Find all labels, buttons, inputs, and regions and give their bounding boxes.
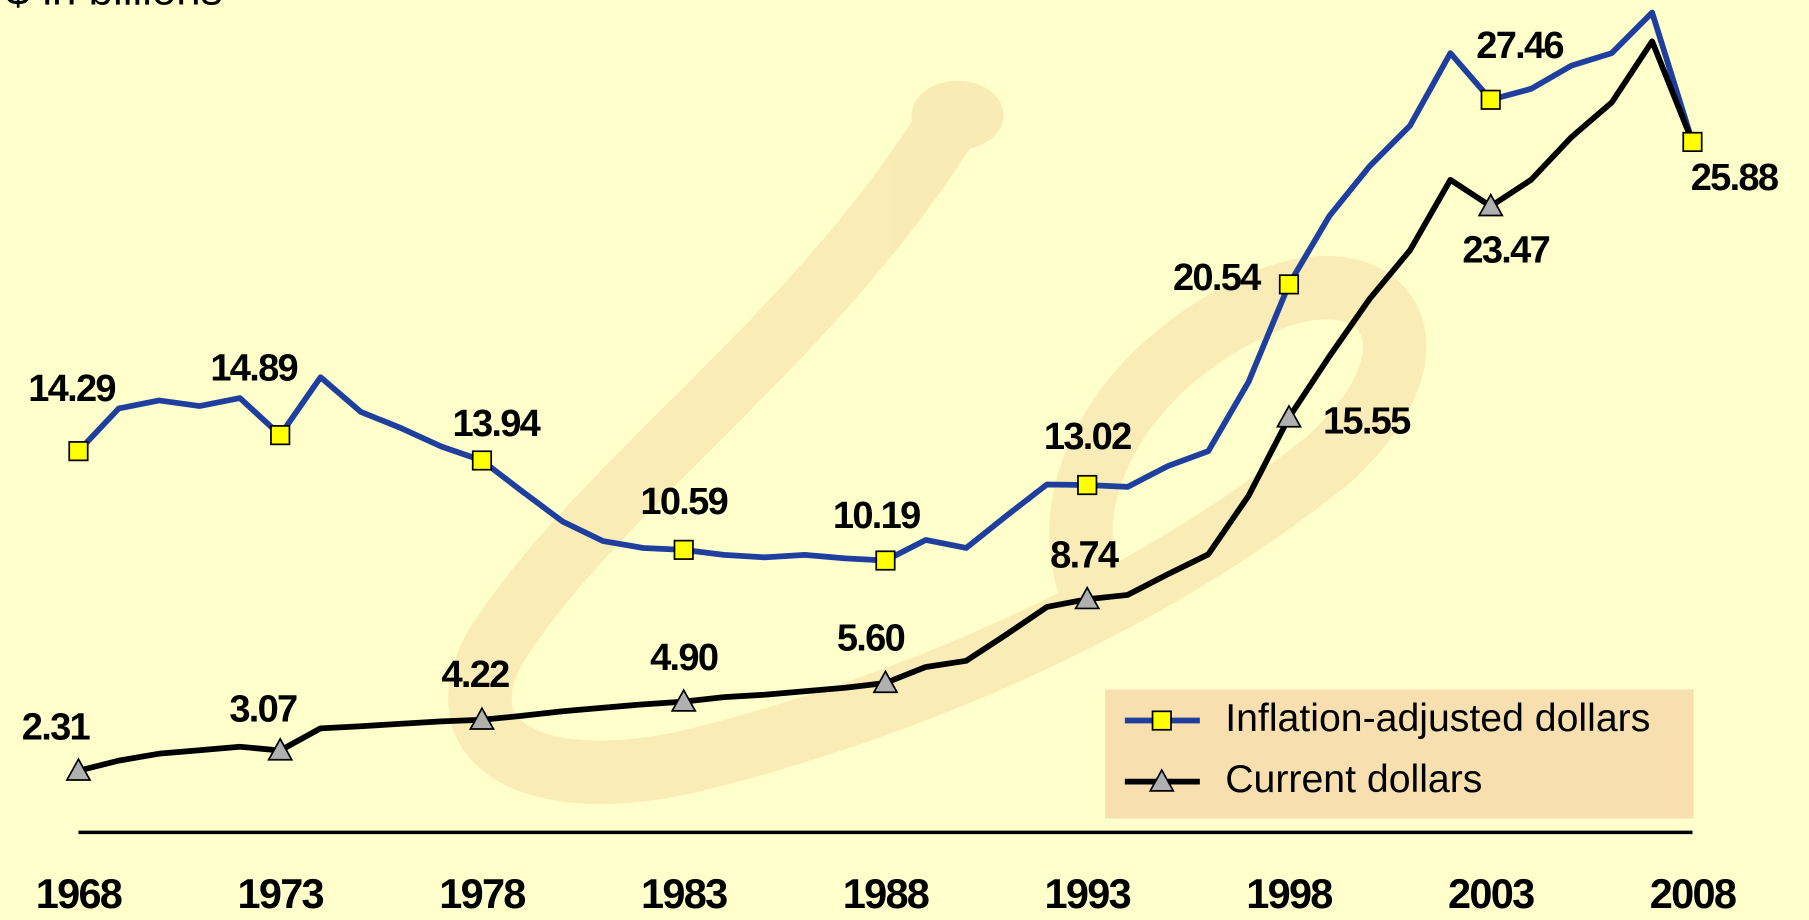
- x-tick-label: 1998: [1246, 870, 1332, 917]
- x-tick-label: 1968: [36, 870, 122, 917]
- data-label: 15.55: [1323, 400, 1411, 442]
- marker: [876, 551, 894, 569]
- data-label: 4.22: [441, 654, 509, 696]
- marker: [1683, 133, 1701, 151]
- x-tick-label: 1983: [641, 870, 727, 917]
- x-tick-label: 1973: [237, 870, 323, 917]
- data-label: 13.94: [453, 403, 541, 445]
- data-label: 2.31: [22, 706, 91, 748]
- data-label: 25.88: [1691, 157, 1778, 199]
- marker: [69, 442, 87, 460]
- marker: [473, 451, 491, 469]
- chart-title: $ in billions: [6, 0, 223, 15]
- data-label: 14.29: [28, 368, 115, 410]
- data-label: 3.07: [229, 688, 297, 730]
- x-tick-label: 1988: [843, 870, 929, 917]
- data-label: 23.47: [1462, 229, 1549, 271]
- data-label: 20.54: [1173, 257, 1261, 299]
- marker: [1481, 91, 1499, 109]
- x-tick-label: 1993: [1044, 870, 1130, 917]
- x-tick-label: 1978: [439, 870, 525, 917]
- data-label: 10.19: [833, 495, 920, 537]
- chart: $ in billions 1968 1973 1978 1983 1988 1993 19…: [0, 0, 1809, 920]
- legend-label: Current dollars: [1225, 758, 1482, 801]
- data-label: 5.60: [837, 617, 905, 659]
- marker: [271, 426, 289, 444]
- marker: [1078, 476, 1096, 494]
- data-label: 10.59: [640, 481, 727, 523]
- marker: [674, 541, 692, 559]
- data-label: 13.02: [1044, 416, 1131, 458]
- x-tick-label: 2003: [1448, 870, 1534, 917]
- x-tick-label: 2008: [1650, 870, 1736, 917]
- data-label: 14.89: [210, 348, 297, 390]
- data-label: 27.46: [1476, 25, 1563, 67]
- legend-label: Inflation-adjusted dollars: [1225, 697, 1650, 740]
- data-label: 8.74: [1050, 535, 1119, 577]
- data-label: 4.90: [650, 637, 718, 679]
- marker: [1280, 275, 1298, 293]
- legend-marker: [1153, 711, 1171, 729]
